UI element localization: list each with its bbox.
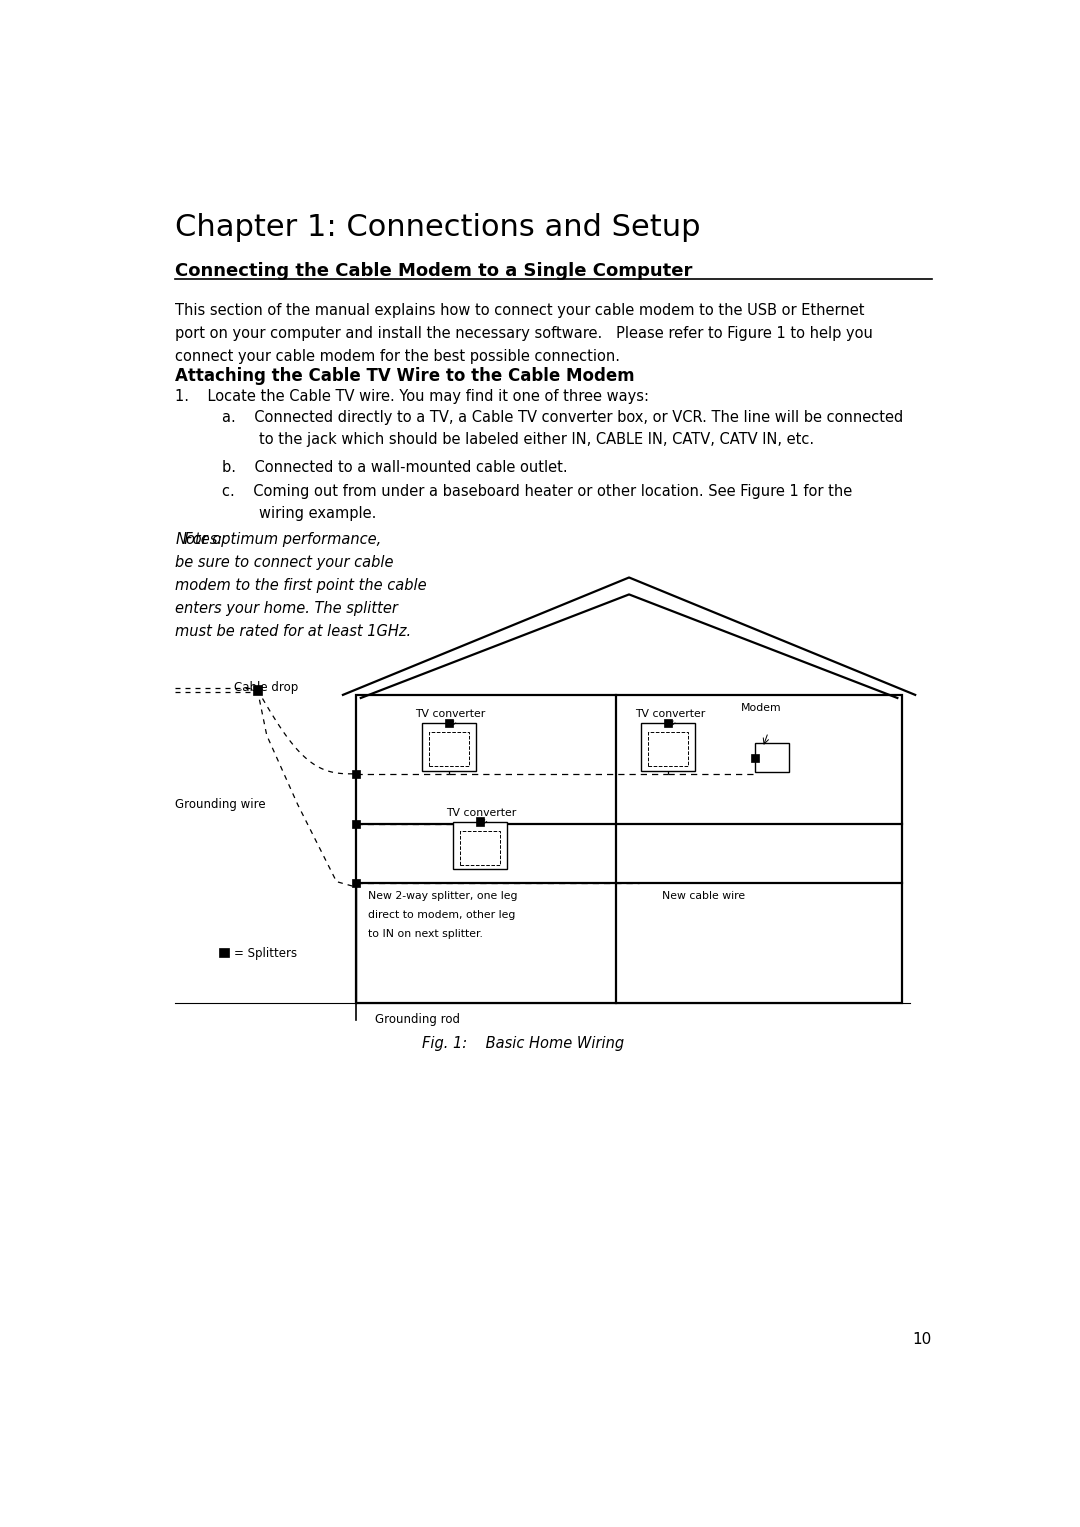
Text: Fig. 1:    Basic Home Wiring: Fig. 1: Basic Home Wiring <box>422 1035 624 1051</box>
Text: Grounding wire: Grounding wire <box>175 799 266 811</box>
Text: New cable wire: New cable wire <box>662 890 745 901</box>
Bar <box>475 817 484 826</box>
Text: TV converter: TV converter <box>446 808 517 818</box>
Text: This section of the manual explains how to connect your cable modem to the USB o: This section of the manual explains how … <box>175 302 865 318</box>
Bar <box>648 733 688 767</box>
Text: Grounding rod: Grounding rod <box>375 1012 460 1026</box>
Text: = Splitters: = Splitters <box>234 947 297 960</box>
Bar <box>352 770 360 777</box>
Text: 1.    Locate the Cable TV wire. You may find it one of three ways:: 1. Locate the Cable TV wire. You may fin… <box>175 389 649 403</box>
Bar <box>352 880 360 887</box>
Text: PC: PC <box>764 748 778 757</box>
Text: direct to modem, other leg: direct to modem, other leg <box>367 910 515 921</box>
Bar <box>445 719 454 727</box>
Text: port on your computer and install the necessary software.   Please refer to Figu: port on your computer and install the ne… <box>175 325 873 341</box>
Text: New 2-way splitter, one leg: New 2-way splitter, one leg <box>367 890 517 901</box>
Bar <box>253 686 262 695</box>
Text: connect your cable modem for the best possible connection.: connect your cable modem for the best po… <box>175 348 620 363</box>
Bar <box>422 722 476 771</box>
Text: Attaching the Cable TV Wire to the Cable Modem: Attaching the Cable TV Wire to the Cable… <box>175 368 635 385</box>
Text: TV converter: TV converter <box>416 709 486 719</box>
Bar <box>429 733 469 767</box>
Text: enters your home. The splitter: enters your home. The splitter <box>175 602 399 617</box>
Text: For optimum performance,: For optimum performance, <box>175 531 381 547</box>
Text: TV: TV <box>659 742 675 751</box>
Text: Chapter 1: Connections and Setup: Chapter 1: Connections and Setup <box>175 214 701 243</box>
Text: modem to the first point the cable: modem to the first point the cable <box>175 579 427 594</box>
Text: to the jack which should be labeled either IN, CABLE IN, CATV, CATV IN, etc.: to the jack which should be labeled eith… <box>221 432 814 447</box>
Bar <box>642 722 696 771</box>
Text: TV: TV <box>471 840 487 851</box>
Bar <box>356 695 902 1003</box>
Text: b.    Connected to a wall-mounted cable outlet.: b. Connected to a wall-mounted cable out… <box>221 460 567 475</box>
Bar <box>352 820 360 828</box>
Bar <box>751 754 759 762</box>
Text: be sure to connect your cable: be sure to connect your cable <box>175 556 394 570</box>
Text: c.    Coming out from under a baseboard heater or other location. See Figure 1 f: c. Coming out from under a baseboard hea… <box>221 484 852 499</box>
Text: Connecting the Cable Modem to a Single Computer: Connecting the Cable Modem to a Single C… <box>175 261 692 279</box>
Bar <box>755 744 789 773</box>
Text: TV: TV <box>440 742 456 751</box>
Text: TV converter: TV converter <box>635 709 705 719</box>
Bar <box>219 948 229 957</box>
Bar <box>453 822 507 869</box>
Text: to IN on next splitter.: to IN on next splitter. <box>367 930 483 939</box>
Bar <box>460 831 500 864</box>
Text: Notes:: Notes: <box>175 531 222 547</box>
Bar <box>664 719 673 727</box>
Text: a.    Connected directly to a TV, a Cable TV converter box, or VCR. The line wil: a. Connected directly to a TV, a Cable T… <box>221 411 903 426</box>
Text: Cable drop: Cable drop <box>234 681 298 695</box>
Text: Modem: Modem <box>741 702 782 713</box>
Text: wiring example.: wiring example. <box>221 505 376 521</box>
Text: 10: 10 <box>913 1332 932 1347</box>
Text: must be rated for at least 1GHz.: must be rated for at least 1GHz. <box>175 625 411 640</box>
